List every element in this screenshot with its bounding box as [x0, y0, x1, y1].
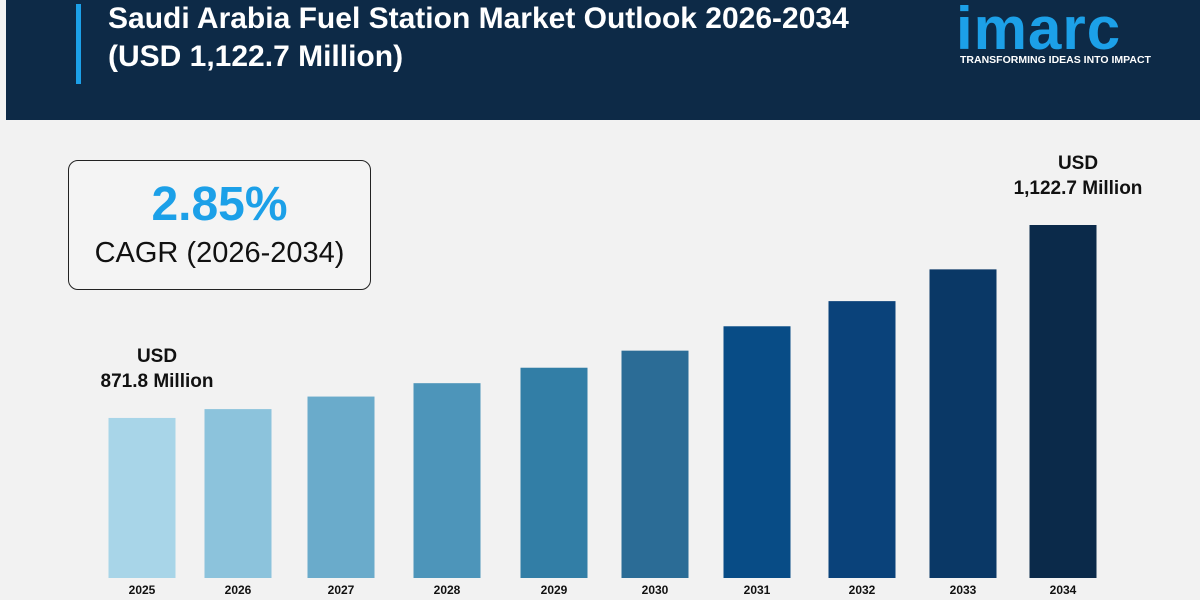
x-tick-label: 2031	[744, 583, 771, 597]
x-tick-label: 2032	[849, 583, 876, 597]
x-tick-label: 2030	[642, 583, 669, 597]
value-label: USD 1,122.7 Million	[1013, 153, 1143, 199]
x-tick-label: 2025	[129, 583, 156, 597]
x-tick-label: 2026	[225, 583, 252, 597]
x-tick-label: 2034	[1050, 583, 1077, 597]
value-label: USD 871.8 Million	[100, 345, 214, 392]
bar	[413, 383, 481, 578]
bar	[929, 269, 997, 578]
bar	[828, 301, 896, 578]
cagr-box: 2.85% CAGR (2026-2034)	[68, 160, 371, 290]
brand-logo: imarc	[956, 0, 1122, 62]
accent-line	[76, 4, 81, 84]
bar	[307, 396, 375, 578]
tagline: TRANSFORMING IDEAS INTO IMPACT	[960, 54, 1151, 66]
cagr-value: 2.85%	[151, 178, 288, 231]
bar	[723, 326, 791, 578]
header: Saudi Arabia Fuel Station Market Outlook…	[6, 0, 1200, 120]
bar	[520, 367, 588, 578]
title: Saudi Arabia Fuel Station Market Outlook…	[108, 2, 849, 73]
bar	[204, 409, 272, 578]
bar	[621, 350, 689, 578]
x-tick-label: 2033	[950, 583, 977, 597]
bar	[1029, 225, 1097, 578]
x-tick-label: 2029	[541, 583, 568, 597]
cagr-label: CAGR (2026-2034)	[94, 237, 345, 269]
x-tick-label: 2028	[434, 583, 461, 597]
x-tick-label: 2027	[328, 583, 355, 597]
bar	[108, 417, 176, 578]
